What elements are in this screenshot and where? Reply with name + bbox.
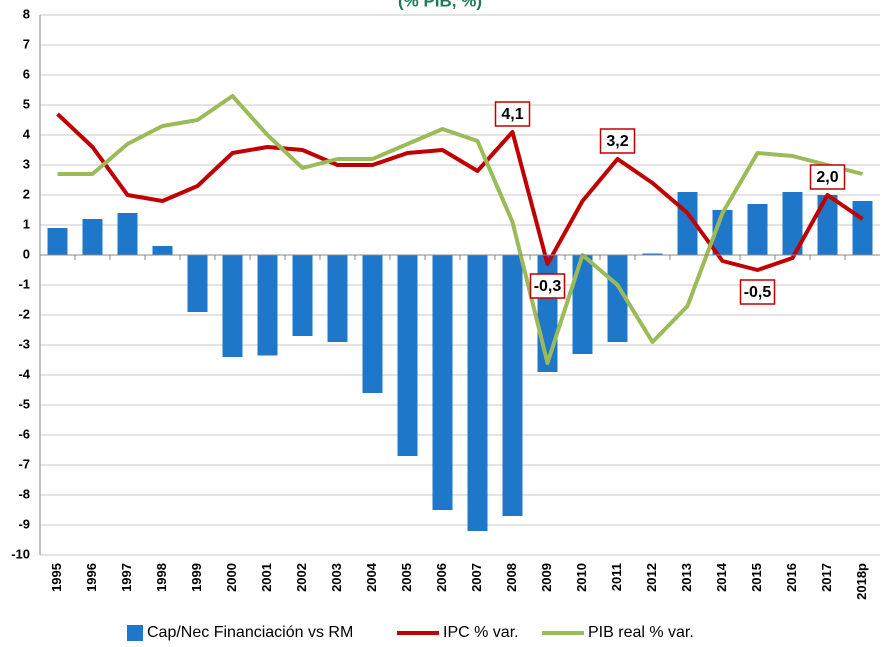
- value-label: -0,3: [534, 278, 562, 295]
- y-tick-label: 8: [23, 6, 30, 21]
- x-tick-label: 2011: [609, 563, 624, 591]
- y-tick-label: 7: [23, 36, 30, 51]
- bar: [117, 213, 138, 255]
- y-tick-label: -2: [18, 306, 30, 321]
- bar: [747, 204, 768, 255]
- y-tick-label: -4: [18, 366, 30, 381]
- bar: [537, 255, 558, 372]
- bar: [152, 246, 173, 255]
- x-tick-label: 1998: [154, 563, 169, 592]
- bar: [82, 219, 103, 255]
- value-label: 3,2: [606, 133, 628, 150]
- y-tick-label: 5: [23, 96, 30, 111]
- x-tick-label: 2002: [294, 563, 309, 592]
- legend-label: PIB real % var.: [588, 624, 694, 641]
- x-tick-label: 2003: [329, 563, 344, 592]
- bar: [362, 255, 383, 393]
- x-tick-label: 1997: [119, 563, 134, 592]
- x-tick-label: 1995: [49, 563, 64, 592]
- bar: [222, 255, 243, 357]
- y-tick-label: -3: [18, 336, 30, 351]
- value-label-box: [529, 273, 566, 299]
- x-tick-label: 1996: [84, 563, 99, 592]
- value-label-box: [809, 164, 846, 190]
- legend-label: Cap/Nec Financiación vs RM: [147, 624, 353, 641]
- bar: [607, 255, 628, 342]
- y-tick-label: -6: [18, 426, 30, 441]
- x-tick-label: 2013: [679, 563, 694, 592]
- x-tick-label: 2000: [224, 563, 239, 592]
- y-tick-label: 1: [23, 216, 30, 231]
- value-label: 4,1: [501, 106, 523, 123]
- bar: [292, 255, 313, 336]
- x-tick-label: 2005: [399, 563, 414, 592]
- bar: [572, 255, 593, 354]
- x-tick-label: 2014: [714, 562, 729, 592]
- bar: [432, 255, 453, 510]
- legend-swatch: [127, 625, 143, 641]
- value-label-box: [494, 101, 531, 127]
- x-tick-label: 2009: [539, 563, 554, 592]
- bar: [467, 255, 488, 531]
- value-label-box: [599, 128, 636, 154]
- bar: [47, 228, 68, 255]
- bar: [782, 192, 803, 255]
- bar: [327, 255, 348, 342]
- x-tick-label: 2010: [574, 563, 589, 592]
- x-tick-label: 2015: [749, 563, 764, 592]
- x-tick-label: 2008: [504, 563, 519, 592]
- y-tick-label: -9: [18, 516, 30, 531]
- bar: [397, 255, 418, 456]
- y-tick-label: -8: [18, 486, 30, 501]
- x-tick-label: 2017: [819, 563, 834, 592]
- bar: [257, 255, 278, 356]
- chart-title: (% PIB, %): [398, 0, 482, 10]
- y-tick-label: -5: [18, 396, 30, 411]
- bar: [502, 255, 523, 516]
- y-tick-label: 2: [23, 186, 30, 201]
- x-tick-label: 2006: [434, 563, 449, 592]
- line: [57, 94, 863, 365]
- line: [56, 112, 864, 272]
- bar: [817, 195, 838, 255]
- y-tick-label: -1: [18, 276, 30, 291]
- y-tick-label: -10: [11, 546, 30, 561]
- value-label: -0,5: [744, 284, 772, 301]
- y-tick-label: 4: [23, 126, 31, 141]
- y-tick-label: 0: [23, 246, 30, 261]
- bar: [187, 255, 208, 312]
- x-tick-label: 2007: [469, 563, 484, 592]
- x-tick-label: 2016: [784, 563, 799, 592]
- x-tick-label: 2001: [259, 563, 274, 592]
- x-tick-label: 2004: [364, 562, 379, 592]
- y-tick-label: 3: [23, 156, 30, 171]
- legend-label: IPC % var.: [443, 624, 519, 641]
- x-tick-label: 1999: [189, 563, 204, 592]
- x-tick-label: 2012: [644, 563, 659, 592]
- x-tick-label: 2018p: [854, 563, 869, 600]
- value-label: 2,0: [816, 169, 838, 186]
- y-tick-label: 6: [23, 66, 30, 81]
- bar: [852, 201, 873, 255]
- bar: [642, 253, 663, 255]
- y-tick-label: -7: [18, 456, 30, 471]
- value-label-box: [739, 279, 776, 305]
